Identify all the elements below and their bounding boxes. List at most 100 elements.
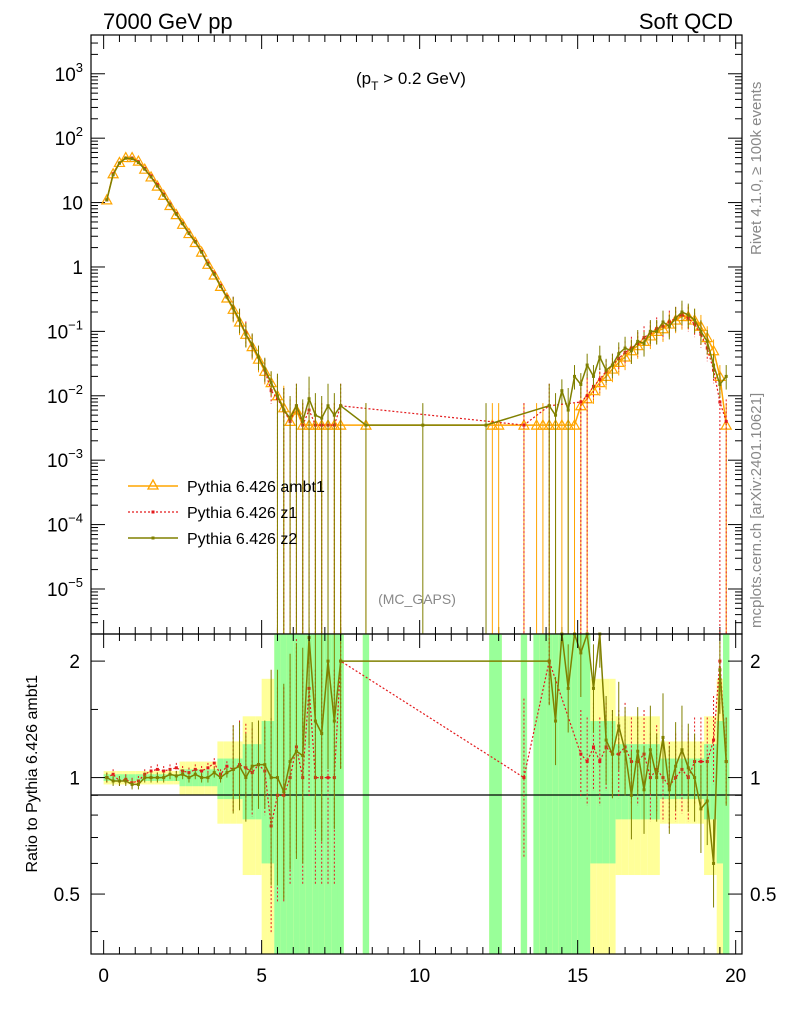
main-data-point — [718, 400, 722, 404]
main-data-point — [176, 218, 189, 229]
main-data-point — [307, 397, 311, 401]
ratio-band-green — [552, 634, 559, 954]
header-right-label: Soft QCD — [639, 9, 733, 34]
main-data-point — [724, 374, 728, 378]
main-data-point — [100, 193, 113, 205]
ratio-data-point — [579, 752, 583, 756]
main-data-point — [208, 268, 221, 280]
ratio-x-tick-label: 5 — [256, 966, 267, 987]
ratio-data-point — [155, 776, 159, 780]
ratio-data-point — [263, 763, 267, 767]
main-data-point — [151, 179, 164, 191]
main-data-point — [560, 389, 564, 393]
main-data-point — [130, 157, 134, 161]
ratio-data-point — [155, 767, 159, 771]
ratio-band-green — [596, 721, 603, 864]
main-data-point — [320, 416, 324, 420]
ratio-data-point — [174, 766, 178, 770]
main-data-point — [655, 329, 659, 333]
main-data-point — [136, 160, 140, 164]
main-data-point — [547, 404, 551, 408]
ratio-y-tick-label-left: 1 — [69, 769, 80, 790]
ratio-data-point — [585, 760, 589, 764]
ratio-data-point — [339, 659, 343, 663]
ratio-band-green — [495, 634, 502, 954]
main-data-point — [680, 310, 684, 314]
ratio-data-point — [332, 719, 336, 723]
ratio-band-green — [337, 634, 344, 954]
cut-annotation: (pT > 0.2 GeV) — [356, 69, 466, 93]
main-data-point — [111, 173, 115, 177]
main-data-point — [648, 329, 652, 333]
ratio-data-point — [250, 764, 254, 768]
main-data-point — [219, 284, 223, 288]
ratio-x-tick-label: 0 — [98, 966, 109, 987]
main-data-point — [294, 404, 298, 408]
ratio-data-point — [547, 659, 551, 663]
ratio-data-point — [699, 760, 703, 764]
main-data-point — [201, 258, 214, 269]
ratio-x-tick-label: 20 — [725, 966, 746, 987]
ratio-data-point — [117, 779, 121, 783]
ratio-data-point — [143, 776, 147, 780]
main-data-point — [263, 367, 267, 371]
ratio-data-point — [244, 776, 248, 780]
ratio-data-point — [326, 659, 330, 663]
main-data-point — [642, 341, 646, 345]
ratio-data-point — [554, 719, 558, 723]
ratio-band-green — [128, 774, 136, 781]
ratio-data-point — [693, 776, 697, 780]
ratio-data-point — [130, 782, 134, 786]
ratio-data-point — [124, 779, 128, 783]
main-y-tick-label: 10−4 — [47, 511, 83, 537]
ratio-data-point — [256, 763, 260, 767]
legend-label-z1: Pythia 6.426 z1 — [187, 505, 297, 522]
ratio-data-point — [275, 776, 279, 780]
main-y-tick-label: 103 — [55, 60, 83, 86]
main-y-tick-label: 10−5 — [47, 575, 83, 601]
main-data-point — [568, 418, 581, 430]
main-data-point — [555, 418, 568, 430]
main-data-point — [162, 193, 166, 197]
analysis-label: (MC_GAPS) — [378, 591, 456, 607]
main-data-point — [484, 423, 488, 427]
ratio-data-point — [206, 766, 210, 770]
ratio-data-point — [591, 686, 595, 690]
ratio-band-green — [571, 634, 578, 954]
ratio-data-point — [111, 772, 115, 776]
main-data-point — [674, 316, 678, 320]
ratio-y-tick-label-right: 2 — [750, 652, 761, 673]
main-data-point — [155, 184, 159, 188]
main-data-point — [598, 355, 602, 359]
main-y-tick-label: 10−1 — [47, 317, 83, 343]
ratio-band-green — [546, 634, 553, 954]
ratio-data-point — [326, 776, 330, 780]
ratio-data-point — [162, 776, 166, 780]
ratio-axis-ticks — [91, 634, 742, 954]
ratio-data-point — [623, 749, 627, 753]
ratio-data-point — [661, 735, 665, 739]
ratio-series-z2 — [105, 632, 728, 908]
legend-label-z2: Pythia 6.426 z2 — [187, 531, 297, 548]
ratio-data-point — [206, 776, 210, 780]
main-y-tick-label: 102 — [55, 124, 83, 150]
ratio-band-green — [362, 634, 370, 954]
ratio-band-green — [615, 744, 622, 820]
ratio-data-point — [168, 772, 172, 776]
main-series-ambt1 — [100, 151, 733, 634]
ratio-series-line — [106, 658, 727, 827]
main-data-point — [699, 329, 703, 333]
main-data-point — [718, 382, 722, 386]
main-data-point — [667, 324, 671, 328]
ratio-data-point — [238, 764, 242, 768]
main-data-point — [492, 418, 505, 430]
main-data-point — [181, 222, 185, 226]
ratio-band-green — [558, 634, 566, 954]
ratio-data-point — [269, 776, 273, 780]
main-data-point — [182, 227, 195, 239]
ratio-data-point — [617, 724, 621, 728]
main-data-point — [124, 156, 128, 160]
ratio-band-green — [602, 721, 610, 864]
main-data-point — [157, 189, 170, 200]
